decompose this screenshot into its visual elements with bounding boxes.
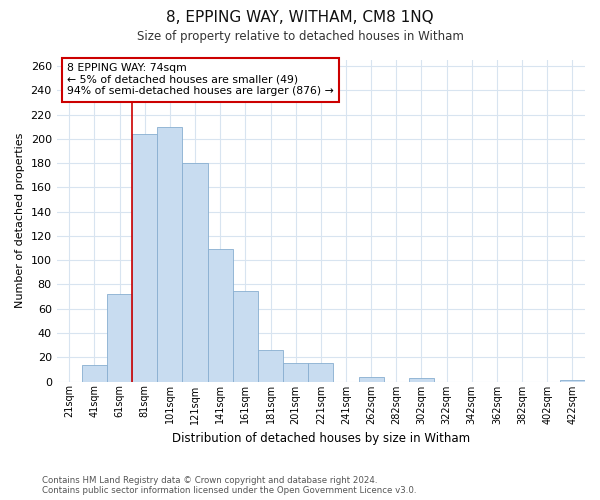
- Text: Size of property relative to detached houses in Witham: Size of property relative to detached ho…: [137, 30, 463, 43]
- Bar: [359, 376, 384, 382]
- Bar: [82, 364, 107, 382]
- Bar: [308, 364, 334, 382]
- Text: Contains HM Land Registry data © Crown copyright and database right 2024.
Contai: Contains HM Land Registry data © Crown c…: [42, 476, 416, 495]
- Bar: [208, 250, 233, 382]
- Bar: [233, 290, 258, 382]
- Bar: [283, 364, 308, 382]
- Bar: [258, 350, 283, 382]
- Bar: [132, 134, 157, 382]
- Bar: [107, 294, 132, 382]
- Text: 8 EPPING WAY: 74sqm
← 5% of detached houses are smaller (49)
94% of semi-detache: 8 EPPING WAY: 74sqm ← 5% of detached hou…: [67, 63, 334, 96]
- X-axis label: Distribution of detached houses by size in Witham: Distribution of detached houses by size …: [172, 432, 470, 445]
- Bar: [157, 126, 182, 382]
- Bar: [560, 380, 585, 382]
- Text: 8, EPPING WAY, WITHAM, CM8 1NQ: 8, EPPING WAY, WITHAM, CM8 1NQ: [166, 10, 434, 25]
- Bar: [182, 163, 208, 382]
- Y-axis label: Number of detached properties: Number of detached properties: [15, 133, 25, 308]
- Bar: [409, 378, 434, 382]
